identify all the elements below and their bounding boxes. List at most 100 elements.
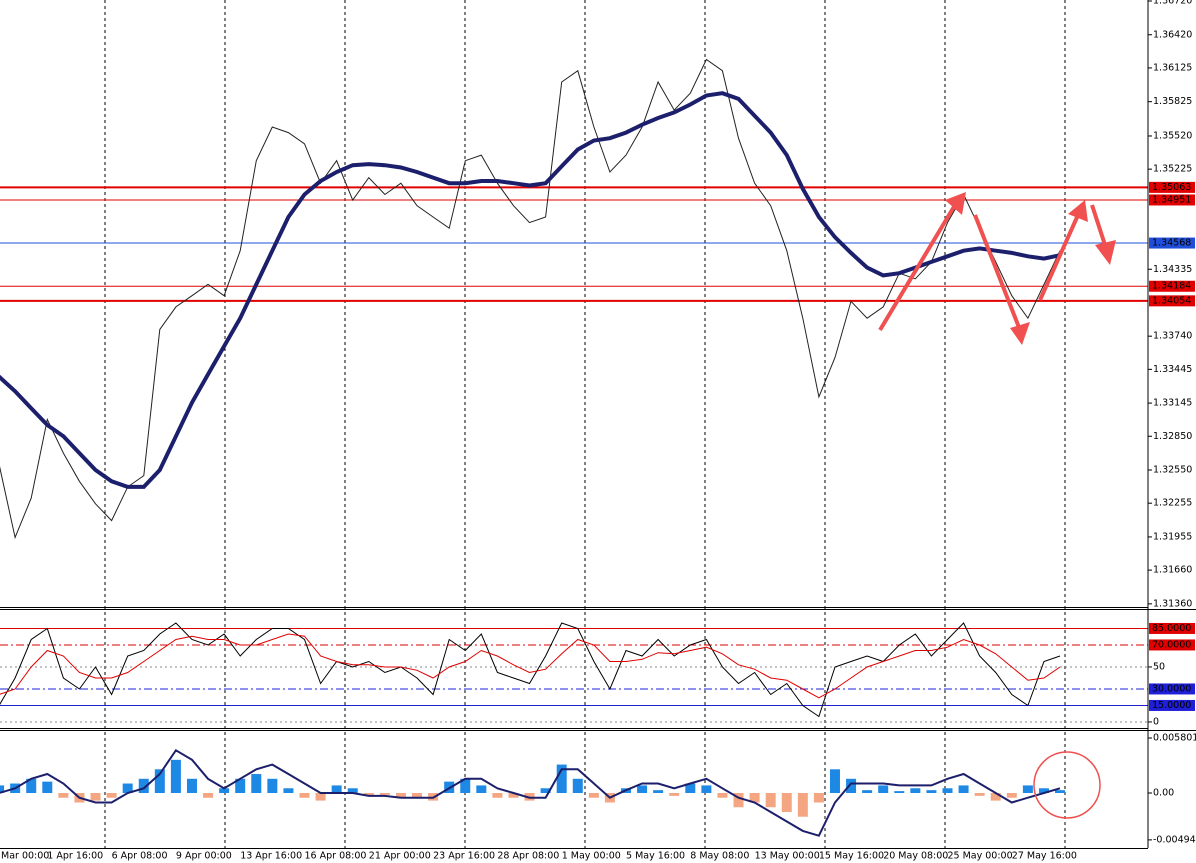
level-label: 30.0000 [1152, 683, 1191, 694]
y-tick-label: 1.36420 [1153, 29, 1192, 40]
y-tick-label: 1.36125 [1153, 62, 1192, 73]
series-line [0, 748, 1061, 837]
y-tick-label: -0.004945 [1153, 834, 1196, 845]
histogram-bar [1022, 785, 1033, 794]
level-label: 1.34568 [1152, 238, 1191, 249]
y-tick-label: 1.33145 [1153, 398, 1192, 409]
histogram-bar [154, 769, 165, 794]
histogram-bar [942, 788, 953, 794]
histogram-bar [412, 793, 423, 798]
series-line [0, 622, 1061, 718]
histogram-bar [572, 778, 583, 794]
x-tick-label: 1 May 00:00 [562, 851, 621, 862]
x-tick-label: 8 May 08:00 [690, 851, 749, 862]
plot-area [0, 58, 1148, 837]
histogram-bar [846, 778, 857, 794]
histogram-bar [926, 790, 937, 794]
histogram-bar [170, 759, 181, 794]
histogram-bar [829, 769, 840, 794]
histogram-bar [476, 785, 487, 794]
x-tick-label: 6 Apr 08:00 [112, 851, 168, 862]
axis-area: 1.36720 1.36420 1.36125 1.35825 1.35520 1.352… [1148, 0, 1196, 845]
histogram-bar [669, 793, 680, 796]
histogram-bar [540, 788, 551, 794]
histogram-bar [283, 788, 294, 794]
y-tick-label: 0.00 [1153, 788, 1174, 799]
series-line [0, 91, 1061, 489]
histogram-bar [717, 793, 728, 798]
histogram-bar [556, 764, 567, 794]
level-label-box [1149, 295, 1195, 307]
histogram-bar [1006, 793, 1017, 798]
histogram-bar [315, 793, 326, 801]
x-tick-label: 9 Apr 00:00 [176, 851, 232, 862]
histogram-bar [0, 785, 5, 794]
histogram-bar [733, 793, 744, 808]
y-tick-label: 1.32850 [1153, 431, 1192, 442]
histogram-bar [203, 793, 214, 798]
level-label: 1.34054 [1152, 295, 1191, 306]
level-label: 1.35063 [1152, 182, 1191, 193]
y-tick-label: 1.31660 [1153, 565, 1192, 576]
y-tick-label: 1.35225 [1153, 164, 1192, 175]
histogram-bar [797, 793, 808, 817]
histogram-bar [219, 788, 230, 794]
level-label: 15.0000 [1152, 700, 1191, 711]
x-tick-label: 1 Apr 16:00 [47, 851, 103, 862]
histogram-bar [685, 783, 696, 794]
y-tick-label: 1.34335 [1153, 264, 1192, 275]
histogram-bar [813, 793, 824, 803]
histogram-bar [1038, 788, 1049, 794]
histogram-bar [862, 790, 873, 794]
histogram-bar [267, 778, 278, 794]
level-label-box [1149, 639, 1195, 651]
annotations [878, 192, 1116, 819]
histogram-bar [106, 793, 117, 798]
histogram-bar [138, 778, 149, 794]
x-tick-label: 16 Apr 08:00 [305, 851, 367, 862]
level-label-box [1149, 683, 1195, 695]
histogram-bar [58, 793, 69, 798]
x-tick-label: Mar 00:00 [1, 851, 49, 862]
histogram-bar [878, 785, 889, 794]
histogram-bar [26, 778, 37, 794]
histogram-bar [765, 793, 776, 808]
histogram-bar [588, 793, 599, 798]
level-label-box [1149, 237, 1195, 249]
x-tick-label: 21 Apr 00:00 [369, 851, 431, 862]
level-label: 70.0000 [1152, 639, 1191, 650]
level-label: 1.34951 [1152, 194, 1191, 205]
x-tick-label: 20 May 08:00 [883, 851, 948, 862]
y-tick-label: 1.31955 [1153, 531, 1192, 542]
histogram-bar [299, 793, 310, 798]
y-tick-label: 1.32550 [1153, 465, 1192, 476]
y-tick-label: 50 [1153, 661, 1165, 672]
histogram-bar [910, 788, 921, 794]
x-tick-label: 13 Apr 16:00 [240, 851, 302, 862]
y-tick-label: 1.35825 [1153, 96, 1192, 107]
x-tick-label: 23 Apr 16:00 [433, 851, 495, 862]
histogram-bar [990, 793, 1001, 801]
histogram-bar [42, 781, 53, 794]
series-line [0, 58, 1061, 540]
y-tick-label: 0.0058016 [1153, 733, 1196, 744]
histogram-bar [508, 793, 519, 798]
x-tick-label: 28 Apr 08:00 [497, 851, 559, 862]
x-tick-label: 15 May 16:00 [819, 851, 884, 862]
y-tick-label: 1.36720 [1153, 0, 1192, 7]
level-label-box [1149, 622, 1195, 634]
x-tick-label: 5 May 16:00 [626, 851, 685, 862]
histogram-bar [894, 791, 905, 794]
histogram-bar [122, 783, 133, 794]
level-label: 1.34184 [1152, 281, 1191, 292]
histogram-bar [958, 785, 969, 794]
histogram-bar [347, 788, 358, 794]
histogram-bar [363, 793, 374, 796]
level-label-box [1149, 699, 1195, 711]
histogram-bar [701, 785, 712, 794]
histogram-bar [492, 793, 503, 798]
y-tick-label: 1.32255 [1153, 498, 1192, 509]
